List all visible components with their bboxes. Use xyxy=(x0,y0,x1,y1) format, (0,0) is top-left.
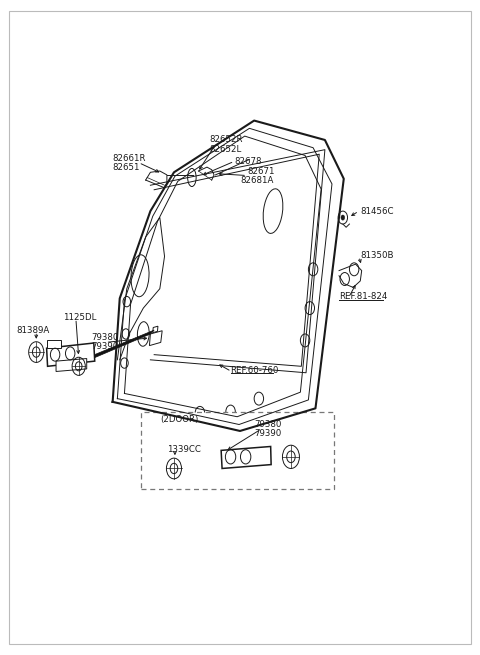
Text: 82661R: 82661R xyxy=(113,153,146,162)
Text: 82671: 82671 xyxy=(247,166,275,176)
Text: (2DOOR): (2DOOR) xyxy=(160,415,198,424)
Text: 82652L: 82652L xyxy=(209,145,241,154)
Polygon shape xyxy=(47,341,61,348)
Polygon shape xyxy=(56,358,87,371)
Circle shape xyxy=(341,215,345,220)
Text: 1125DL: 1125DL xyxy=(63,312,96,322)
Text: 82651: 82651 xyxy=(113,162,140,172)
Polygon shape xyxy=(221,447,271,468)
Text: 81456C: 81456C xyxy=(360,206,394,215)
Text: 1339CC: 1339CC xyxy=(167,445,201,453)
Text: 79380: 79380 xyxy=(254,420,282,429)
Text: 79390: 79390 xyxy=(254,429,281,438)
Text: 81389A: 81389A xyxy=(16,326,49,335)
Text: 82678: 82678 xyxy=(234,157,262,166)
Text: 82652R: 82652R xyxy=(209,136,243,145)
Text: REF.81-824: REF.81-824 xyxy=(339,292,387,301)
Polygon shape xyxy=(149,331,162,346)
Polygon shape xyxy=(84,330,154,362)
Text: REF.60-760: REF.60-760 xyxy=(230,365,279,375)
Text: 81350B: 81350B xyxy=(360,251,394,259)
Polygon shape xyxy=(153,326,158,333)
Text: 82681A: 82681A xyxy=(240,176,274,185)
Text: 79380: 79380 xyxy=(91,333,119,343)
Text: 79390: 79390 xyxy=(91,343,119,351)
FancyBboxPatch shape xyxy=(141,411,335,489)
Polygon shape xyxy=(47,343,95,366)
